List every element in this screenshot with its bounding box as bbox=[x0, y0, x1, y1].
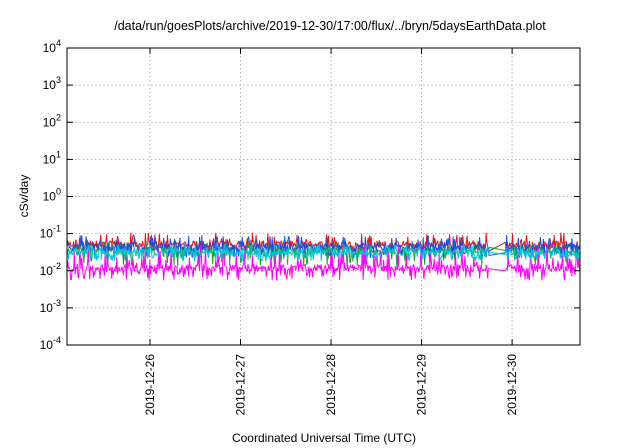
series-layer bbox=[66, 232, 581, 281]
y-tick-label: 10-4 bbox=[40, 335, 61, 352]
series-line bbox=[66, 244, 581, 262]
chart-title: /data/run/goesPlots/archive/2019-12-30/1… bbox=[114, 19, 546, 33]
x-tick-label: 2019-12-29 bbox=[415, 354, 429, 416]
plot-frame bbox=[66, 47, 581, 346]
axes: 10-4 10-3 10-2 10-1 100 101 102 103 104 2019-12-2… bbox=[40, 38, 580, 415]
y-tick-label: 104 bbox=[43, 38, 61, 55]
y-tick-label: 101 bbox=[43, 149, 61, 166]
y-tick-label: 10-2 bbox=[40, 261, 61, 278]
x-tick-label: 2019-12-30 bbox=[505, 354, 519, 416]
x-tick-label: 2019-12-28 bbox=[324, 354, 338, 416]
series-line bbox=[66, 244, 581, 281]
x-tick-label: 2019-12-27 bbox=[234, 354, 248, 416]
y-tick-label: 10-1 bbox=[40, 224, 61, 241]
y-tick-label: 100 bbox=[43, 187, 61, 204]
x-tick-label: 2019-12-26 bbox=[143, 354, 157, 416]
x-axis-label: Coordinated Universal Time (UTC) bbox=[232, 431, 416, 445]
y-tick-label: 10-3 bbox=[40, 298, 61, 315]
y-tick-label: 102 bbox=[43, 112, 61, 129]
grid bbox=[67, 48, 580, 345]
y-tick-label: 103 bbox=[43, 75, 61, 92]
y-axis-label: cSv/day bbox=[17, 175, 31, 218]
